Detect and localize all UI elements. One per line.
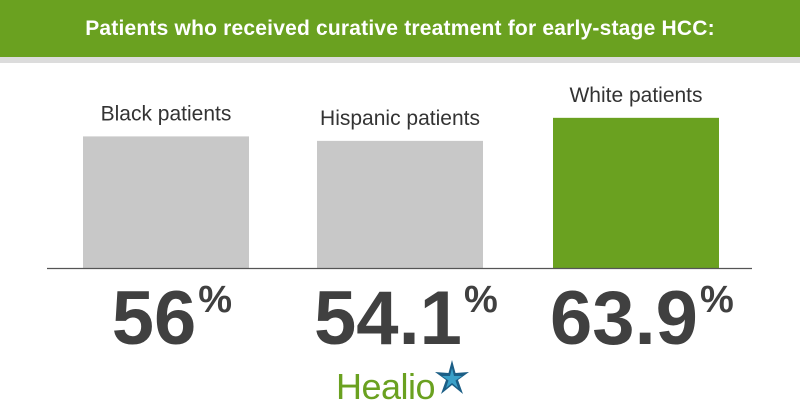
category-label: Black patients bbox=[101, 102, 232, 125]
chart-title: Patients who received curative treatment… bbox=[85, 16, 715, 40]
healio-star-icon bbox=[435, 360, 469, 394]
header-banner: Patients who received curative treatment… bbox=[0, 0, 800, 57]
bar-hispanic-patients bbox=[317, 140, 483, 268]
value-label: 63.9 bbox=[550, 276, 698, 361]
bar-white-patients bbox=[553, 117, 719, 269]
bar-black-patients bbox=[83, 136, 249, 268]
brand-footer: Healio bbox=[0, 360, 800, 412]
value-label: 56 bbox=[112, 276, 197, 361]
value-unit: % bbox=[464, 279, 498, 321]
brand-logo-text: Healio bbox=[336, 366, 436, 407]
value-label: 54.1 bbox=[314, 276, 462, 361]
value-unit: % bbox=[198, 279, 232, 321]
header-divider bbox=[0, 57, 800, 63]
value-unit: % bbox=[700, 279, 734, 321]
category-label: White patients bbox=[569, 84, 702, 107]
bar-chart: Black patients 56 % Hispanic patients 54.1 % W… bbox=[47, 84, 752, 361]
category-label: Hispanic patients bbox=[320, 107, 480, 130]
